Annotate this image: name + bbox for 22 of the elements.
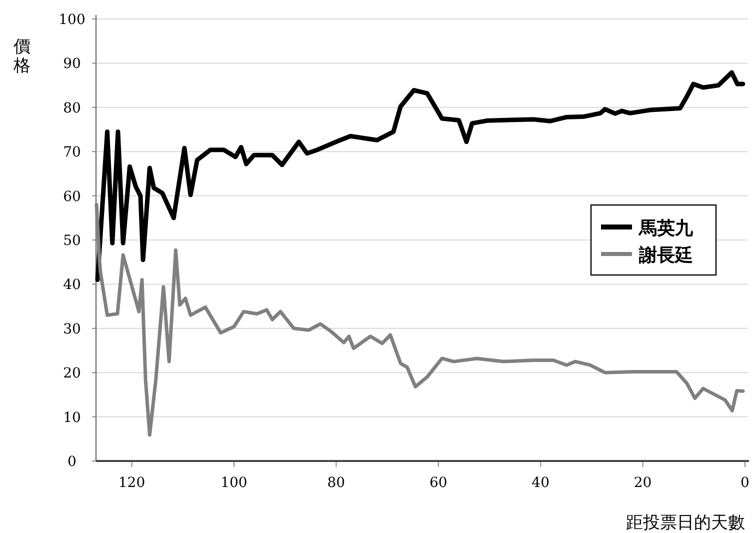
x-tick-label: 0 (740, 475, 750, 491)
xlabel: 距投票日的天數 (626, 513, 745, 533)
x-tick-label: 120 (118, 475, 146, 491)
x-tick-label: 20 (634, 475, 652, 491)
legend-label: 馬英九 (638, 218, 694, 239)
y-tick-label: 50 (63, 233, 81, 249)
y-tick-label: 60 (63, 188, 81, 205)
y-tick-label: 40 (63, 277, 81, 294)
x-tick-label: 100 (220, 475, 248, 491)
legend-label: 謝長廷 (638, 245, 693, 266)
y-tick-label: 20 (63, 366, 81, 382)
y-tick-label: 0 (68, 454, 76, 470)
x-tick-label: 80 (327, 475, 346, 491)
y-tick-label: 70 (63, 144, 81, 161)
y-tick-label: 80 (63, 100, 81, 116)
y-tick-label: 100 (58, 12, 86, 28)
x-tick-label: 40 (532, 475, 550, 491)
y-tick-label: 90 (63, 56, 81, 72)
x-tick-label: 60 (429, 475, 448, 491)
y-tick-label: 30 (63, 321, 81, 338)
y-tick-label: 10 (63, 410, 81, 426)
ylabel: 價格 (14, 37, 30, 76)
